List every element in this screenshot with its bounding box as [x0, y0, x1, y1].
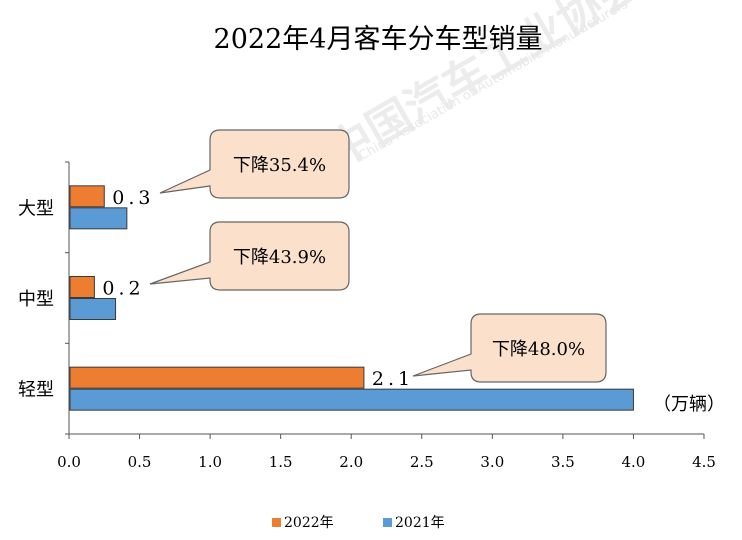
bar-2021 — [69, 388, 634, 411]
x-tick-label: 0.0 — [57, 453, 81, 471]
category-label: 轻型 — [18, 380, 54, 401]
x-tick-label: 3.5 — [551, 453, 575, 471]
legend-swatch — [383, 518, 392, 527]
legend-label: 2021年 — [395, 515, 445, 531]
x-tick-label: 1.5 — [269, 453, 293, 471]
legend-swatch — [272, 518, 281, 527]
bar-2021 — [69, 207, 128, 230]
callout-bubble — [159, 129, 350, 199]
unit-label: （万辆） — [653, 394, 725, 415]
callout-bubble — [149, 221, 350, 291]
callout-bubble — [412, 313, 607, 383]
x-tick-label: 4.0 — [622, 453, 646, 471]
callout-text: 下降35.4% — [233, 155, 326, 176]
x-tick-label: 2.0 — [339, 453, 363, 471]
category-label: 中型 — [18, 289, 54, 310]
data-label: 0.2 — [102, 278, 144, 300]
bar-2021 — [69, 298, 117, 320]
legend-label: 2022年 — [284, 515, 334, 531]
x-tick-label: 1.0 — [198, 453, 222, 471]
data-label: 0.3 — [112, 187, 154, 209]
x-tick-label: 4.5 — [692, 453, 716, 471]
chart-title: 2022年4月客车分车型销量 — [214, 24, 543, 55]
x-tick-label: 3.0 — [480, 453, 504, 471]
x-tick-label: 2.5 — [410, 453, 434, 471]
bar-2022 — [69, 185, 105, 208]
legend: 2022年 2021年 — [272, 515, 445, 531]
category-label: 大型 — [18, 198, 54, 219]
callout-text: 下降48.0% — [492, 339, 585, 360]
bar-2022 — [69, 366, 365, 389]
x-tick-label: 0.5 — [128, 453, 152, 471]
plot-area: 0.0 0.5 1.0 1.5 2.0 2.5 3.0 3.5 4.0 4.5 大型 0.3 下降35.… — [18, 129, 725, 471]
data-label: 2.1 — [372, 368, 414, 390]
bar-2022 — [69, 276, 95, 298]
callout-text: 下降43.9% — [233, 247, 326, 268]
